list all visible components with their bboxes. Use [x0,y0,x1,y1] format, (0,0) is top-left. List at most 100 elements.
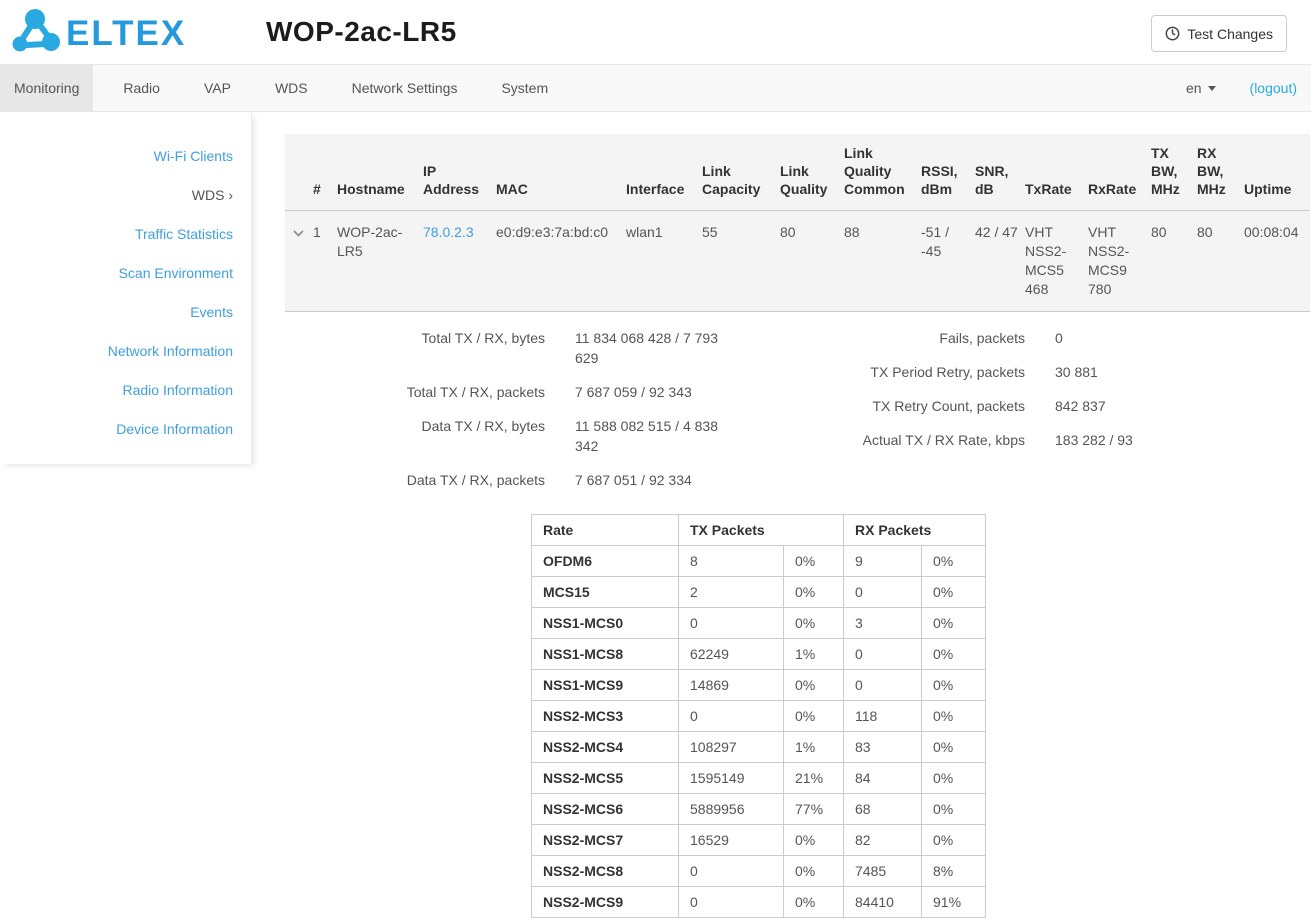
column-header-link-quality: Link Quality [780,134,844,211]
rate-name-cell: NSS1-MCS0 [531,607,679,639]
tab-vap[interactable]: VAP [203,80,231,96]
row-index: 1 [313,210,337,312]
traffic-stats-group: Total TX / RX, bytes 11 834 068 428 / 7 7… [285,328,727,504]
rx-packets-cell: 0 [843,669,922,701]
link-quality-common-cell: 88 [844,210,921,312]
test-changes-button[interactable]: Test Changes [1151,15,1287,52]
table-row: MCS15 2 0% 0 0% [531,576,986,608]
app-header: ELTEX WOP-2ac-LR5 Test Changes [0,0,1311,64]
rate-name-cell: NSS2-MCS7 [531,824,679,856]
tx-packets-cell: 62249 [678,638,784,670]
rx-packets-cell: 3 [843,607,922,639]
tx-packets-cell: 5889956 [678,793,784,825]
sidebar-item-radio-information[interactable]: Radio Information [122,381,233,398]
stat-value: 11 834 068 428 / 7 793 629 [575,330,718,366]
sidebar-item-wi-fi-clients[interactable]: Wi-Fi Clients [153,147,233,164]
table-row: NSS1-MCS8 62249 1% 0 0% [531,638,986,670]
rate-table-header-row: Rate TX Packets RX Packets [531,514,986,546]
rate-name-cell: NSS2-MCS5 [531,762,679,794]
main-panel: # Hostname IP Address MAC Interface Link Capa… [252,112,1311,918]
clients-table-header-row: # Hostname IP Address MAC Interface Link Capa… [285,134,1310,211]
rx-percent-cell: 0% [921,638,986,670]
rate-column-header-tx-packets: TX Packets [678,514,844,546]
ip-address-link[interactable]: 78.0.2.3 [423,224,474,240]
nav-tabs: Monitoring Radio VAP WDS Network Settings Sys… [0,65,578,111]
stat-value: 30 881 [1055,364,1098,380]
sidebar-item-events[interactable]: Events [190,303,233,320]
rate-name-cell: NSS2-MCS8 [531,855,679,887]
tx-percent-cell: 1% [783,638,844,670]
rate-packets-table: Rate TX Packets RX Packets OFDM6 8 0% 9 0% MCS1… [531,514,986,918]
table-row: NSS1-MCS0 0 0% 3 0% [531,607,986,639]
tx-packets-cell: 0 [678,607,784,639]
tab-monitoring[interactable]: Monitoring [0,65,94,111]
stat-label: Actual TX / RX Rate, kbps [862,432,1025,448]
eltex-logo-icon: ELTEX [12,9,184,53]
tx-percent-cell: 0% [783,576,844,608]
tx-percent-cell: 21% [783,762,844,794]
rx-percent-cell: 91% [921,886,986,918]
rx-packets-cell: 9 [843,545,922,577]
tx-percent-cell: 0% [783,669,844,701]
column-header-uptime: Uptime [1244,134,1310,211]
tab-system[interactable]: System [501,80,549,96]
sidebar-item-wds[interactable]: WDS › [191,186,233,203]
column-header-ip-address: IP Address [423,134,496,211]
stat-value: 842 837 [1055,398,1106,414]
rx-percent-cell: 0% [921,793,986,825]
tx-percent-cell: 1% [783,731,844,763]
row-expander[interactable] [285,210,313,312]
rate-name-cell: NSS1-MCS9 [531,669,679,701]
statistics-section: Total TX / RX, bytes 11 834 068 428 / 7 7… [285,328,1311,504]
rx-packets-cell: 83 [843,731,922,763]
stat-row-total-tx-rx-packets: Total TX / RX, packets 7 687 059 / 92 343 [285,382,727,402]
rx-percent-cell: 0% [921,576,986,608]
rate-name-cell: NSS1-MCS8 [531,638,679,670]
language-label: en [1185,80,1202,96]
sidebar-item-traffic-statistics[interactable]: Traffic Statistics [134,225,233,242]
column-header-txrate: TxRate [1025,134,1088,211]
txrate-cell: VHT NSS2- MCS5 468 [1025,210,1088,312]
stat-row-tx-period-retry-packets: TX Period Retry, packets 30 881 [742,362,1265,382]
language-selector[interactable]: en [1186,80,1216,96]
tab-wds[interactable]: WDS [274,80,308,96]
tx-bw-cell: 80 [1151,210,1197,312]
chevron-down-icon [1207,85,1216,91]
rate-name-cell: OFDM6 [531,545,679,577]
tab-network-settings[interactable]: Network Settings [351,80,458,96]
rate-name-cell: NSS2-MCS6 [531,793,679,825]
tx-packets-cell: 108297 [678,731,784,763]
rx-percent-cell: 0% [921,824,986,856]
logout-link[interactable]: (logout) [1249,80,1297,96]
table-row: NSS2-MCS6 5889956 77% 68 0% [531,793,986,825]
rxrate-cell: VHT NSS2- MCS9 780 [1088,210,1151,312]
table-row: OFDM6 8 0% 9 0% [531,545,986,577]
column-header-hostname: Hostname [337,134,423,211]
rate-name-cell: NSS2-MCS3 [531,700,679,732]
stat-value: 0 [1055,330,1063,346]
table-row: NSS2-MCS9 0 0% 84410 91% [531,886,986,918]
stat-value: 11 588 082 515 / 4 838 342 [575,418,718,454]
sidebar-item-scan-environment[interactable]: Scan Environment [118,264,233,281]
tx-packets-cell: 16529 [678,824,784,856]
column-header-tx-bw-mhz: TX BW, MHz [1151,134,1197,211]
rate-column-header-rate: Rate [531,514,679,546]
column-header-interface: Interface [626,134,702,211]
tab-radio[interactable]: Radio [123,80,160,96]
column-header-link-capacity: Link Capacity [702,134,780,211]
stat-row-data-tx-rx-bytes: Data TX / RX, bytes 11 588 082 515 / 4 83… [285,416,727,456]
rx-packets-cell: 7485 [843,855,922,887]
rx-percent-cell: 0% [921,545,986,577]
rate-table-body: OFDM6 8 0% 9 0% MCS15 2 0% 0 0% NSS1-MCS0 0 0% 3 0% NSS… [531,545,986,918]
sidebar-item-device-information[interactable]: Device Information [116,420,233,437]
stat-label: TX Period Retry, packets [870,364,1025,380]
sidebar-item-network-information[interactable]: Network Information [107,342,233,359]
wds-clients-table: # Hostname IP Address MAC Interface Link Capa… [285,134,1310,312]
uptime-cell: 00:08:04 [1244,210,1310,312]
expander-column-header [285,134,313,211]
eltex-logo[interactable]: ELTEX [10,7,206,57]
column-header-rssi-dbm: RSSI, dBm [921,134,975,211]
main-navbar: Monitoring Radio VAP WDS Network Settings Sys… [0,64,1311,112]
rx-packets-cell: 84 [843,762,922,794]
table-row: NSS2-MCS4 108297 1% 83 0% [531,731,986,763]
